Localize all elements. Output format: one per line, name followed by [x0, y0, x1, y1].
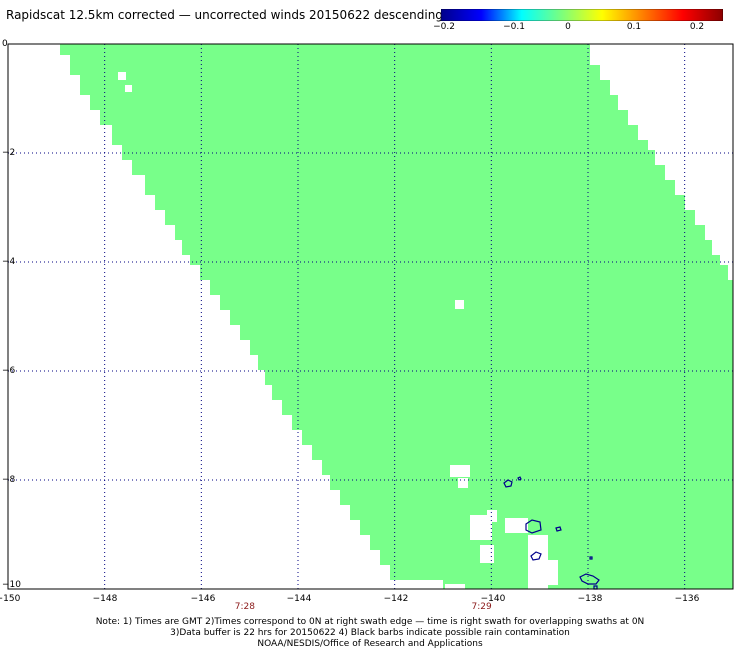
- no-data-gap: [505, 518, 528, 533]
- colorbar-label: 0.2: [689, 22, 705, 32]
- island-outline: [555, 526, 562, 532]
- no-data-gap: [445, 584, 465, 589]
- no-data-gap: [455, 300, 464, 309]
- chart-title: Rapidscat 12.5km corrected — uncorrected…: [6, 8, 443, 22]
- x-tick-label: −148: [92, 594, 118, 604]
- footnote-line-2: 3)Data buffer is 22 hrs for 20150622 4) …: [170, 628, 570, 638]
- island-outline: [589, 556, 593, 560]
- y-tick-label: −6: [2, 366, 16, 376]
- island-outline: [503, 479, 513, 488]
- no-data-gap: [470, 515, 492, 540]
- no-data-gap: [480, 545, 494, 563]
- x-tick-label: −138: [577, 594, 603, 604]
- colorbar-label: 0: [565, 22, 571, 32]
- no-data-gap: [118, 72, 126, 80]
- island-coastlines: [503, 476, 600, 590]
- data-swath: [60, 44, 733, 589]
- x-tick-label: −144: [286, 594, 312, 604]
- data-gaps: [118, 72, 558, 590]
- y-tick-label: −10: [2, 580, 21, 590]
- no-data-gap: [450, 465, 470, 477]
- footnote-line-1: Note: 1) Times are GMT 2)Times correspon…: [95, 617, 645, 627]
- map-frame: [7, 43, 734, 590]
- swath-time-right: 7:29: [471, 602, 492, 612]
- colorbar: [441, 9, 723, 21]
- no-data-gap: [487, 510, 497, 522]
- x-tick-label: −136: [674, 594, 700, 604]
- swath-time-left: 7:28: [234, 602, 255, 612]
- y-tick-label: −4: [2, 257, 16, 267]
- island-outline: [579, 573, 600, 585]
- no-data-gap: [458, 478, 468, 488]
- colorbar-gradient: [441, 9, 723, 21]
- no-data-gap: [398, 580, 443, 589]
- no-data-gap: [125, 85, 132, 92]
- lat-lon-grid: [8, 44, 733, 589]
- colorbar-label: −0.2: [433, 22, 455, 32]
- y-tick-label: −8: [2, 475, 16, 485]
- island-outline: [525, 519, 542, 534]
- no-data-gap: [548, 560, 558, 585]
- colorbar-label: −0.1: [503, 22, 525, 32]
- island-outline: [517, 476, 522, 481]
- x-tick-label: −140: [480, 594, 506, 604]
- x-tick-label: −146: [190, 594, 216, 604]
- footnote-line-3: NOAA/NESDIS/Office of Research and Appli…: [257, 639, 483, 649]
- no-data-gap: [528, 535, 548, 590]
- y-tick-label: 0: [2, 39, 8, 49]
- x-tick-label: −142: [383, 594, 409, 604]
- swath-polygon: [60, 44, 733, 589]
- y-tick-label: −2: [2, 148, 16, 158]
- x-tick-label: −150: [0, 594, 21, 604]
- island-outline: [530, 551, 542, 561]
- colorbar-label: 0.1: [626, 22, 642, 32]
